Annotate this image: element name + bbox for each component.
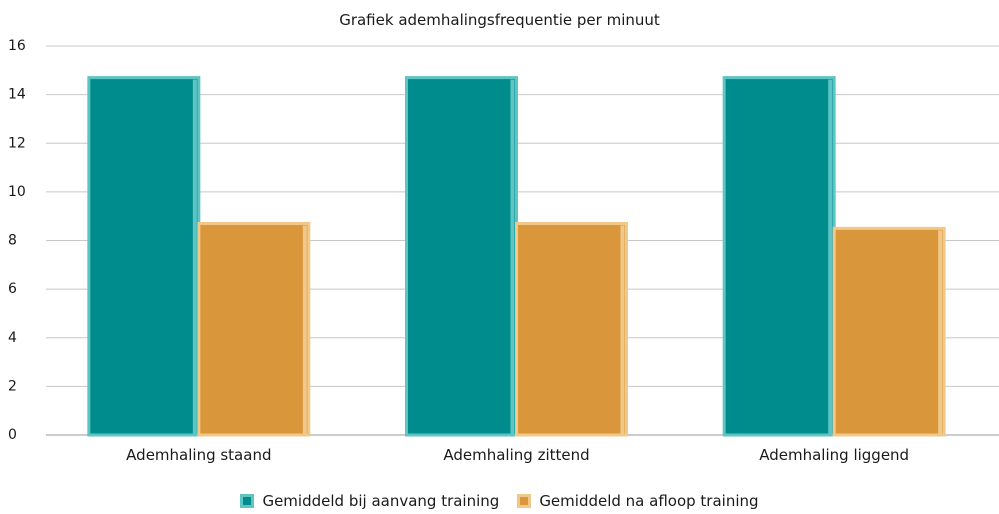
legend-swatch-aanvang	[240, 494, 255, 508]
y-tick-label-8: 8	[8, 233, 17, 249]
y-tick-label-0: 0	[8, 427, 17, 443]
bar-afloop-1	[515, 221, 628, 437]
y-tick-label-10: 10	[8, 184, 26, 200]
bar-aanvang-1	[405, 76, 518, 437]
y-tick-label-16: 16	[8, 38, 26, 54]
legend-item-afloop[interactable]: Gemiddeld na afloop training	[517, 492, 759, 510]
x-tick-label-0: Ademhaling staand	[126, 446, 271, 464]
bar-afloop-2	[832, 226, 946, 437]
y-tick-label-14: 14	[8, 87, 26, 103]
bar-aanvang-0	[87, 76, 201, 437]
y-tick-label-4: 4	[8, 330, 17, 346]
bar-afloop-0	[197, 221, 311, 437]
bar-aanvang-2	[722, 76, 836, 437]
legend-swatch-afloop	[517, 494, 532, 508]
chart-title: Grafiek ademhalingsfrequentie per minuut	[339, 11, 660, 29]
y-tick-label-2: 2	[8, 378, 17, 394]
legend-label-aanvang: Gemiddeld bij aanvang training	[262, 492, 500, 510]
x-tick-label-1: Ademhaling zittend	[443, 446, 589, 464]
y-tick-label-6: 6	[8, 281, 17, 297]
legend-item-aanvang[interactable]: Gemiddeld bij aanvang training	[240, 492, 499, 510]
legend: Gemiddeld bij aanvang training Gemiddeld…	[0, 492, 999, 510]
legend-label-afloop: Gemiddeld na afloop training	[539, 492, 759, 510]
bar-chart: 0 2 4 6 8 10 12 14 16 Ademhaling staand Ademhaling…	[8, 38, 999, 464]
y-tick-label-12: 12	[8, 135, 26, 151]
x-tick-label-2: Ademhaling liggend	[759, 446, 909, 464]
